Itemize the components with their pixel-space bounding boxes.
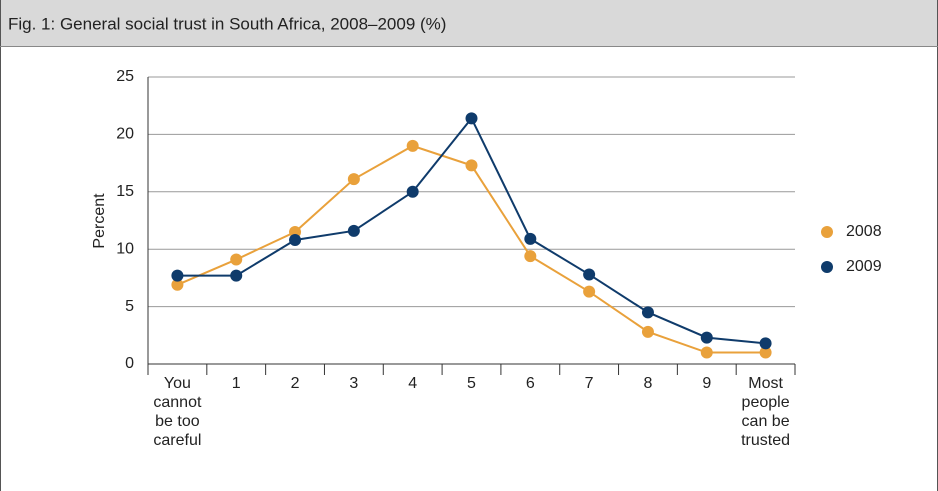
data-point — [524, 250, 537, 263]
data-point — [700, 331, 713, 344]
legend-marker — [821, 226, 833, 238]
data-point — [465, 159, 478, 172]
y-tick-label: 25 — [116, 68, 134, 85]
y-tick-label: 5 — [125, 298, 134, 315]
x-tick-label: 4 — [408, 375, 418, 392]
legend-label: 2009 — [846, 258, 882, 275]
x-tick-label: 2 — [290, 375, 300, 392]
y-axis-label: Percent — [91, 193, 108, 249]
data-point — [641, 306, 654, 319]
title-bar — [0, 0, 938, 46]
x-tick-label: 9 — [702, 375, 712, 392]
series-line — [177, 116, 766, 345]
x-tick-label: 6 — [525, 375, 535, 392]
data-point — [465, 112, 478, 125]
x-tick-label: 1 — [231, 375, 241, 392]
data-point — [759, 337, 772, 350]
data-point — [171, 278, 184, 291]
data-point — [347, 224, 360, 237]
y-tick-label: 15 — [116, 183, 134, 200]
data-point — [289, 234, 302, 247]
y-tick-label: 0 — [125, 355, 134, 372]
data-point — [406, 139, 419, 152]
data-point — [230, 269, 243, 282]
x-tick-label: 5 — [467, 375, 476, 392]
data-point — [583, 285, 596, 298]
y-tick-label: 10 — [116, 240, 134, 257]
x-tick-label: 7 — [584, 375, 594, 392]
legend-label: 2008 — [846, 223, 882, 240]
data-point — [759, 346, 772, 359]
data-point — [524, 232, 537, 245]
x-tick-label: Most people can be trusted — [741, 375, 791, 449]
x-tick-label: You cannot be too careful — [153, 375, 202, 449]
data-point — [700, 346, 713, 359]
data-point — [641, 325, 654, 338]
data-point — [583, 268, 596, 281]
x-tick-label: 3 — [349, 375, 359, 392]
legend-marker — [821, 261, 833, 273]
data-point — [347, 173, 360, 186]
chart-title: Fig. 1: General social trust in South Af… — [8, 14, 446, 33]
data-point — [406, 185, 419, 198]
y-tick-label: 20 — [116, 126, 134, 143]
x-tick-label: 8 — [643, 375, 653, 392]
data-point — [171, 269, 184, 282]
data-point — [230, 253, 243, 266]
